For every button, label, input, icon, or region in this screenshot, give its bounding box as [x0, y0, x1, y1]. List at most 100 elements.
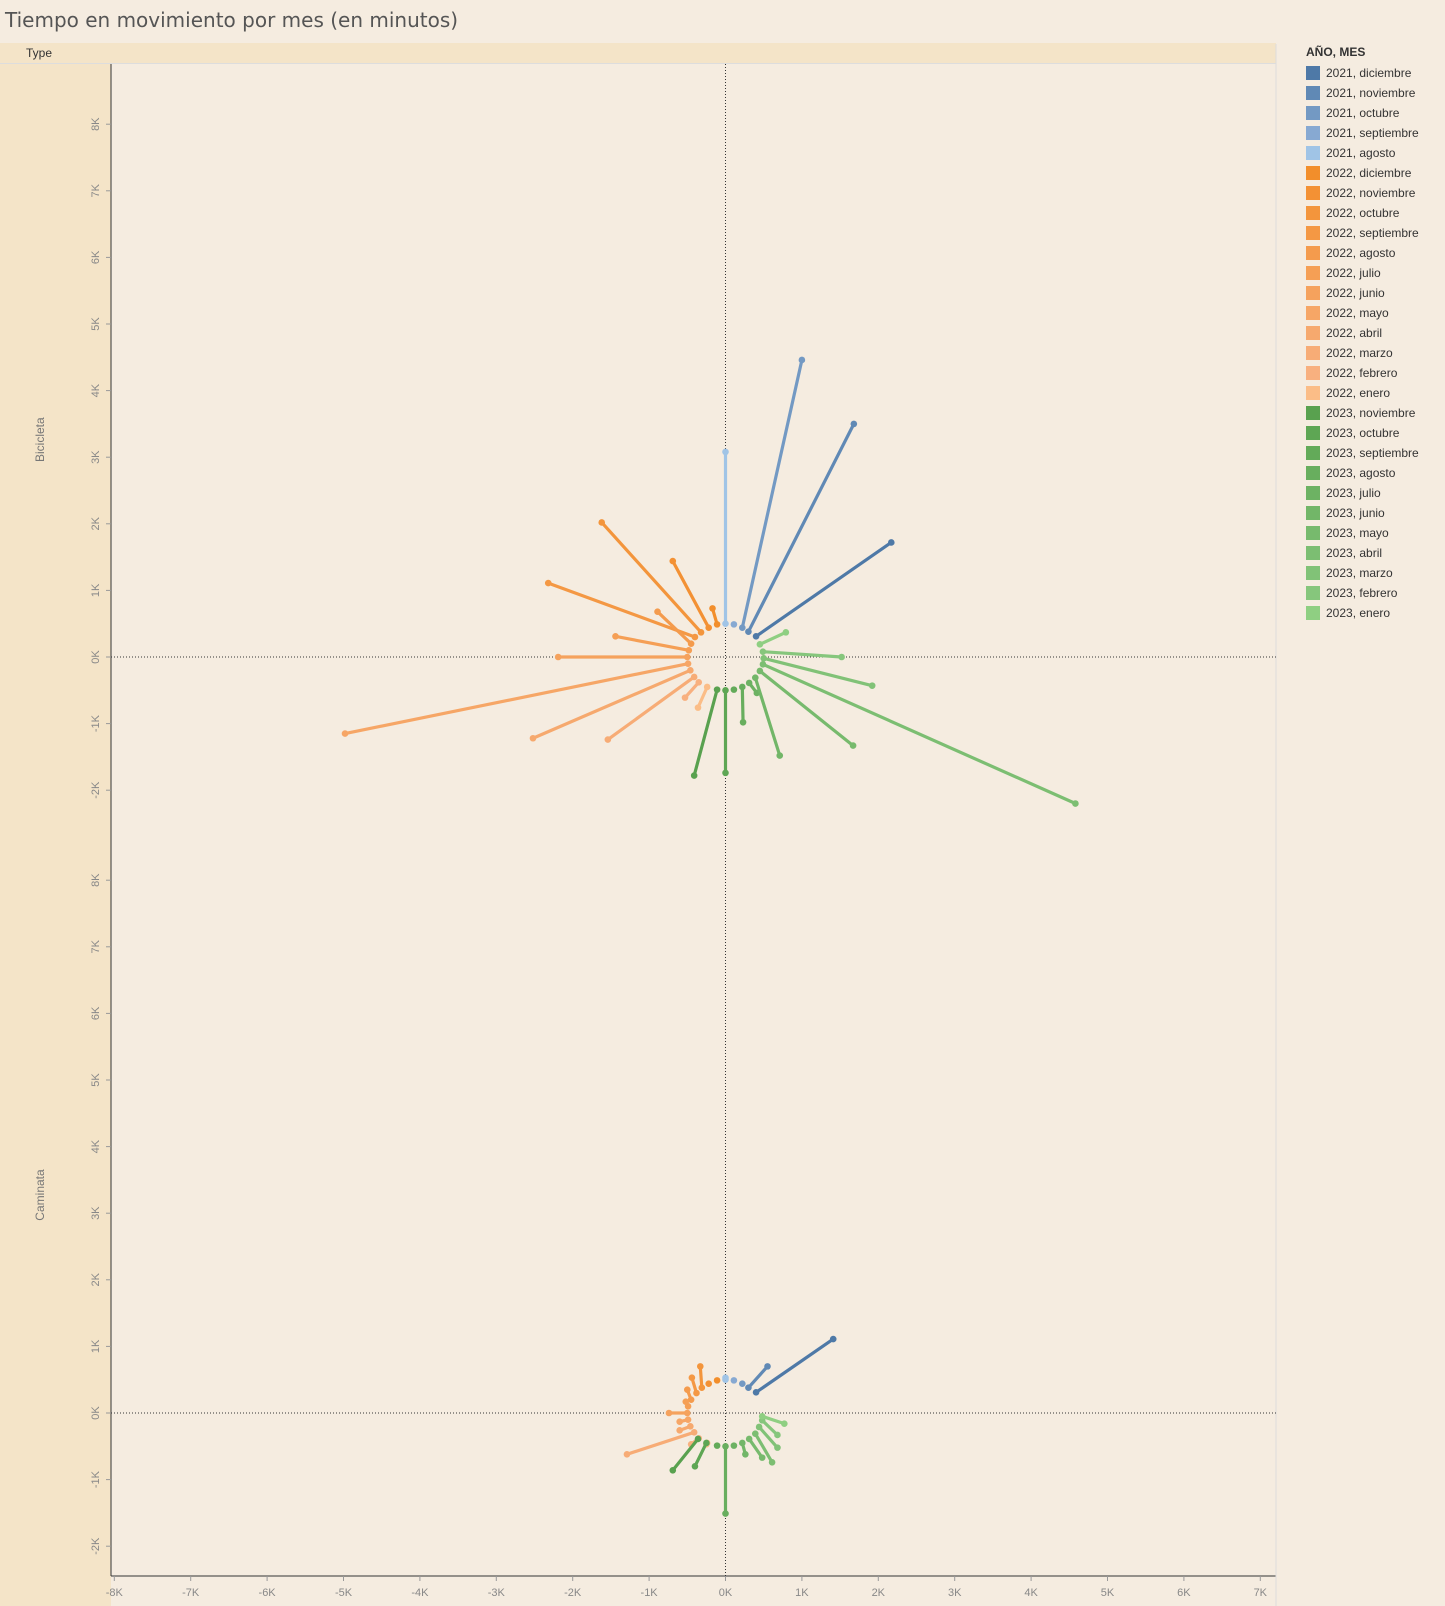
- legend-item[interactable]: 2022, abril: [1306, 323, 1445, 343]
- legend-item[interactable]: 2022, julio: [1306, 263, 1445, 283]
- series-end-point: [654, 608, 661, 616]
- legend-item[interactable]: 2022, diciembre: [1306, 163, 1445, 183]
- x-tick-label: -3K: [488, 1587, 506, 1599]
- legend-label: 2022, junio: [1326, 286, 1385, 300]
- legend-item[interactable]: 2022, noviembre: [1306, 183, 1445, 203]
- series-end-point: [722, 448, 729, 456]
- legend-swatch: [1306, 406, 1320, 420]
- legend-item[interactable]: 2022, octubre: [1306, 203, 1445, 223]
- legend-label: 2021, noviembre: [1326, 86, 1416, 100]
- series-start-point: [703, 683, 711, 691]
- series-end-point: [684, 1386, 691, 1393]
- series-line: [625, 1430, 696, 1456]
- series-line: [655, 610, 693, 646]
- series-line: [531, 668, 692, 740]
- legend-label: 2021, agosto: [1326, 146, 1396, 160]
- legend-item[interactable]: 2023, mayo: [1306, 523, 1445, 543]
- legend-item[interactable]: 2021, diciembre: [1306, 63, 1445, 83]
- series-end-point: [850, 420, 858, 428]
- legend-item[interactable]: 2022, junio: [1306, 283, 1445, 303]
- x-tick-label: -1K: [641, 1587, 659, 1599]
- legend-item[interactable]: 2022, enero: [1306, 383, 1445, 403]
- series-start-point: [745, 679, 753, 687]
- legend-item[interactable]: 2021, octubre: [1306, 103, 1445, 123]
- x-tick-label: -4K: [411, 1587, 429, 1599]
- legend-item[interactable]: 2022, mayo: [1306, 303, 1445, 323]
- series-end-point: [696, 1363, 704, 1370]
- series-end-point: [722, 1510, 729, 1517]
- legend-label: 2022, noviembre: [1326, 186, 1416, 200]
- series-line: [761, 650, 844, 659]
- series-end-point: [688, 1374, 696, 1382]
- legend-label: 2023, mayo: [1326, 526, 1389, 540]
- legend-label: 2023, febrero: [1326, 586, 1398, 600]
- legend-label: 2023, noviembre: [1326, 406, 1416, 420]
- x-tick-label: 4K: [1024, 1587, 1038, 1599]
- legend-item[interactable]: 2023, abril: [1306, 543, 1445, 563]
- series-start-point: [684, 1416, 692, 1423]
- legend-item[interactable]: 2023, agosto: [1306, 463, 1445, 483]
- legend-label: 2022, julio: [1326, 266, 1381, 280]
- series-line: [613, 634, 691, 652]
- legend-swatch: [1306, 146, 1320, 160]
- series-end-point: [623, 1450, 631, 1458]
- series-end-point: [709, 605, 716, 612]
- legend-swatch: [1306, 546, 1320, 560]
- legend-swatch: [1306, 86, 1320, 100]
- legend-item[interactable]: 2023, julio: [1306, 483, 1445, 503]
- series-start-point: [752, 633, 760, 640]
- series-line: [600, 520, 703, 634]
- series-end-point: [774, 1444, 781, 1451]
- series-line: [740, 358, 804, 630]
- legend-item[interactable]: 2023, octubre: [1306, 423, 1445, 443]
- legend-item[interactable]: 2023, marzo: [1306, 563, 1445, 583]
- legend-item[interactable]: 2023, noviembre: [1306, 403, 1445, 423]
- legend-label: 2023, enero: [1326, 606, 1391, 620]
- series-start-point: [684, 1409, 691, 1417]
- series-start-point: [685, 647, 693, 654]
- series-start-point: [697, 629, 705, 636]
- series-end-point: [868, 682, 876, 689]
- y-tick-label: -2K: [90, 781, 102, 799]
- series-end-point: [694, 704, 702, 711]
- series-line: [746, 1364, 770, 1390]
- series-line: [762, 656, 874, 688]
- row-header-column: [0, 64, 111, 1606]
- legend-swatch: [1306, 426, 1320, 440]
- series-end-point: [676, 1427, 683, 1434]
- legend-item[interactable]: 2023, enero: [1306, 603, 1445, 623]
- series-end-point: [730, 621, 738, 628]
- legend-item[interactable]: 2023, septiembre: [1306, 443, 1445, 463]
- series-start-point: [722, 1443, 729, 1450]
- legend-item[interactable]: 2022, septiembre: [1306, 223, 1445, 243]
- legend-item[interactable]: 2023, junio: [1306, 503, 1445, 523]
- series-start-point: [684, 660, 692, 667]
- legend-swatch: [1306, 486, 1320, 500]
- legend-item[interactable]: 2022, agosto: [1306, 243, 1445, 263]
- series-end-point: [529, 734, 537, 742]
- legend-item[interactable]: 2022, febrero: [1306, 363, 1445, 383]
- legend-label: 2022, agosto: [1326, 246, 1396, 260]
- legend-swatch: [1306, 206, 1320, 220]
- legend-swatch: [1306, 326, 1320, 340]
- legend-item[interactable]: 2021, noviembre: [1306, 83, 1445, 103]
- y-tick-label: 5K: [90, 317, 102, 331]
- legend-item[interactable]: 2021, agosto: [1306, 143, 1445, 163]
- y-tick-label: 8K: [90, 117, 102, 131]
- legend-item[interactable]: 2022, marzo: [1306, 343, 1445, 363]
- legend-label: 2022, enero: [1326, 386, 1391, 400]
- type-header-bar: [0, 43, 1276, 64]
- legend-item[interactable]: 2023, febrero: [1306, 583, 1445, 603]
- series-line: [740, 685, 745, 724]
- legend-swatch: [1306, 586, 1320, 600]
- series-line: [754, 1337, 835, 1394]
- series-start-point: [684, 653, 691, 661]
- y-tick-label: 0K: [90, 1406, 102, 1420]
- legend-swatch: [1306, 266, 1320, 280]
- y-tick-label: 4K: [90, 1139, 102, 1153]
- legend-label: 2021, septiembre: [1326, 126, 1419, 140]
- series-end-point: [730, 686, 738, 693]
- series-start-point: [695, 679, 703, 686]
- legend-item[interactable]: 2021, septiembre: [1306, 123, 1445, 143]
- series-start-point: [739, 1439, 746, 1447]
